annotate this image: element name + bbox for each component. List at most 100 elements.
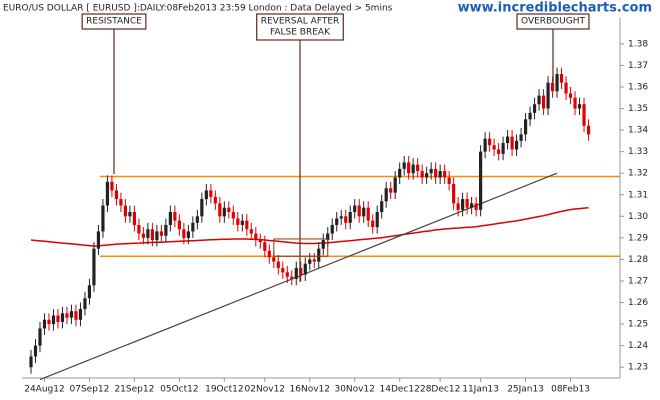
y-tick-label: 1.34 bbox=[628, 126, 648, 136]
candle-body bbox=[38, 328, 42, 346]
x-tick-label: 30Nov12 bbox=[334, 385, 374, 395]
watermark: www.incrediblecharts.com bbox=[458, 1, 652, 16]
candle-body bbox=[425, 173, 429, 178]
candle-body bbox=[497, 149, 501, 154]
candle-body bbox=[231, 212, 235, 219]
candle-body bbox=[429, 168, 433, 174]
y-tick-label: 1.36 bbox=[628, 82, 648, 92]
candle-body bbox=[438, 171, 442, 178]
candle-body bbox=[479, 151, 483, 210]
candle-body bbox=[227, 207, 231, 213]
y-tick-label: 1.27 bbox=[628, 276, 648, 286]
candle-body bbox=[263, 242, 267, 251]
candle-body bbox=[83, 298, 87, 310]
candle-body bbox=[245, 220, 249, 230]
y-tick-label: 1.25 bbox=[628, 320, 648, 330]
candle-body bbox=[155, 231, 159, 241]
candle-body bbox=[564, 82, 568, 94]
candle-body bbox=[92, 248, 96, 286]
annotation-box bbox=[516, 13, 590, 30]
candle-body bbox=[384, 188, 388, 202]
candle-body bbox=[281, 268, 285, 273]
candle-body bbox=[321, 240, 325, 249]
candle-body bbox=[357, 205, 361, 217]
chart-title: EURO/US DOLLAR [ EURUSD ]:DAILY:08Feb201… bbox=[3, 4, 393, 14]
candle-body bbox=[276, 261, 280, 269]
candle-body bbox=[317, 248, 321, 262]
candle-body bbox=[546, 82, 550, 109]
x-tick-label: 19Oct12 bbox=[205, 385, 243, 395]
y-tick-label: 1.23 bbox=[628, 363, 648, 373]
y-tick-label: 1.38 bbox=[628, 39, 648, 49]
x-tick-label: 11Jan13 bbox=[462, 385, 499, 395]
candle-body bbox=[344, 216, 348, 223]
candle-body bbox=[290, 276, 294, 279]
candle-body bbox=[326, 233, 330, 241]
x-tick-label: 16Nov12 bbox=[290, 385, 330, 395]
x-tick-label: 24Aug12 bbox=[24, 385, 64, 395]
candle-body bbox=[362, 207, 366, 217]
candle-body bbox=[173, 212, 177, 221]
candle-body bbox=[96, 231, 101, 249]
candle-body bbox=[141, 233, 145, 238]
candle-body bbox=[510, 136, 514, 150]
candle-body bbox=[483, 138, 487, 152]
candle-body bbox=[550, 82, 555, 92]
candle-body bbox=[87, 285, 92, 299]
x-tick-label: 07Sep12 bbox=[70, 385, 110, 395]
candle-body bbox=[501, 143, 505, 154]
candle-body bbox=[299, 268, 303, 275]
candle-body bbox=[254, 233, 258, 241]
x-tick-label: 28Dec12 bbox=[420, 385, 460, 395]
y-tick-label: 1.35 bbox=[628, 104, 648, 114]
candle-body bbox=[348, 212, 352, 223]
y-tick-label: 1.32 bbox=[628, 169, 648, 179]
annotation-text: RESISTANCE bbox=[86, 17, 142, 27]
candle-body bbox=[267, 250, 271, 258]
candle-body bbox=[119, 199, 123, 206]
y-tick-label: 1.28 bbox=[628, 255, 648, 265]
candle-body bbox=[51, 315, 56, 325]
candle-body bbox=[461, 199, 465, 210]
candle-body bbox=[586, 125, 591, 135]
candle-body bbox=[375, 212, 379, 228]
candle-body bbox=[195, 216, 199, 223]
candle-body bbox=[258, 240, 262, 243]
candle-body bbox=[236, 218, 240, 225]
x-tick-label: 05Oct12 bbox=[160, 385, 198, 395]
annotation-text: FALSE BREAK bbox=[270, 28, 331, 38]
candle-body bbox=[380, 201, 384, 213]
candle-body bbox=[582, 104, 586, 126]
candle-body bbox=[294, 268, 298, 279]
y-tick-label: 1.24 bbox=[628, 341, 648, 351]
candle-body bbox=[150, 229, 154, 241]
y-tick-label: 1.37 bbox=[628, 61, 648, 71]
candle-body bbox=[47, 319, 51, 325]
candle-body bbox=[335, 218, 339, 225]
candle-body bbox=[537, 95, 541, 105]
candle-body bbox=[407, 162, 411, 174]
y-tick-label: 1.31 bbox=[628, 190, 648, 200]
candle-body bbox=[398, 168, 402, 178]
candle-body bbox=[303, 263, 307, 275]
y-tick-label: 1.26 bbox=[628, 298, 648, 308]
candle-body bbox=[559, 74, 564, 83]
x-tick-label: 02Nov12 bbox=[245, 385, 285, 395]
candle-body bbox=[29, 356, 33, 368]
candle-body bbox=[101, 205, 105, 232]
candle-body bbox=[505, 136, 510, 144]
candle-body bbox=[555, 74, 559, 92]
candle-body bbox=[411, 164, 415, 174]
candle-body bbox=[137, 224, 141, 234]
candle-body bbox=[218, 203, 222, 217]
candle-body bbox=[541, 95, 546, 109]
candle-body bbox=[393, 177, 397, 193]
false-break-box bbox=[273, 238, 329, 257]
candle-body bbox=[492, 145, 496, 150]
candle-body bbox=[272, 257, 276, 262]
candle-body bbox=[128, 212, 132, 217]
candle-body bbox=[200, 199, 204, 217]
candle-body bbox=[74, 311, 78, 320]
candle-body bbox=[209, 190, 213, 197]
